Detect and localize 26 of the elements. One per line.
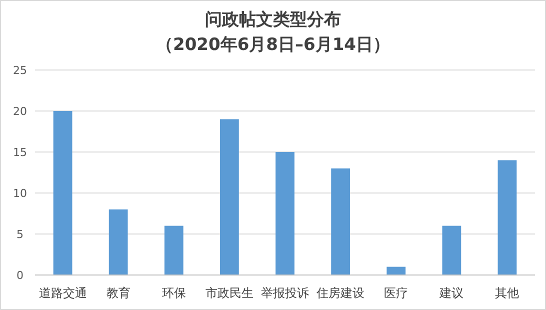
x-tick-label: 举报投诉: [261, 286, 309, 300]
bar: [108, 209, 128, 275]
bar: [220, 119, 239, 275]
y-tick-label: 15: [13, 146, 27, 159]
bar: [386, 266, 406, 275]
x-tick-label: 市政民生: [205, 286, 254, 300]
chart-subtitle: （2020年6月8日–6月14日）: [156, 35, 390, 55]
y-tick-label: 5: [16, 228, 24, 241]
x-tick-label: 环保: [162, 286, 186, 300]
x-tick-label: 住房建设: [316, 286, 365, 300]
bar: [442, 226, 462, 275]
bar: [276, 152, 294, 275]
bar: [164, 226, 184, 275]
bar: [331, 168, 350, 275]
x-tick-label: 教育: [106, 286, 130, 300]
x-tick-label: 医疗: [384, 286, 408, 300]
chart-title: 问政帖文类型分布: [205, 10, 341, 30]
y-tick-label: 25: [13, 64, 27, 77]
y-tick-label: 0: [16, 269, 24, 282]
x-tick-label: 建议: [438, 286, 464, 300]
bar: [53, 111, 72, 275]
x-tick-label: 道路交通: [38, 286, 87, 300]
y-tick-label: 10: [13, 187, 27, 200]
x-tick-label: 其他: [495, 286, 520, 300]
bar: [498, 160, 517, 275]
y-tick-label: 20: [13, 105, 27, 118]
